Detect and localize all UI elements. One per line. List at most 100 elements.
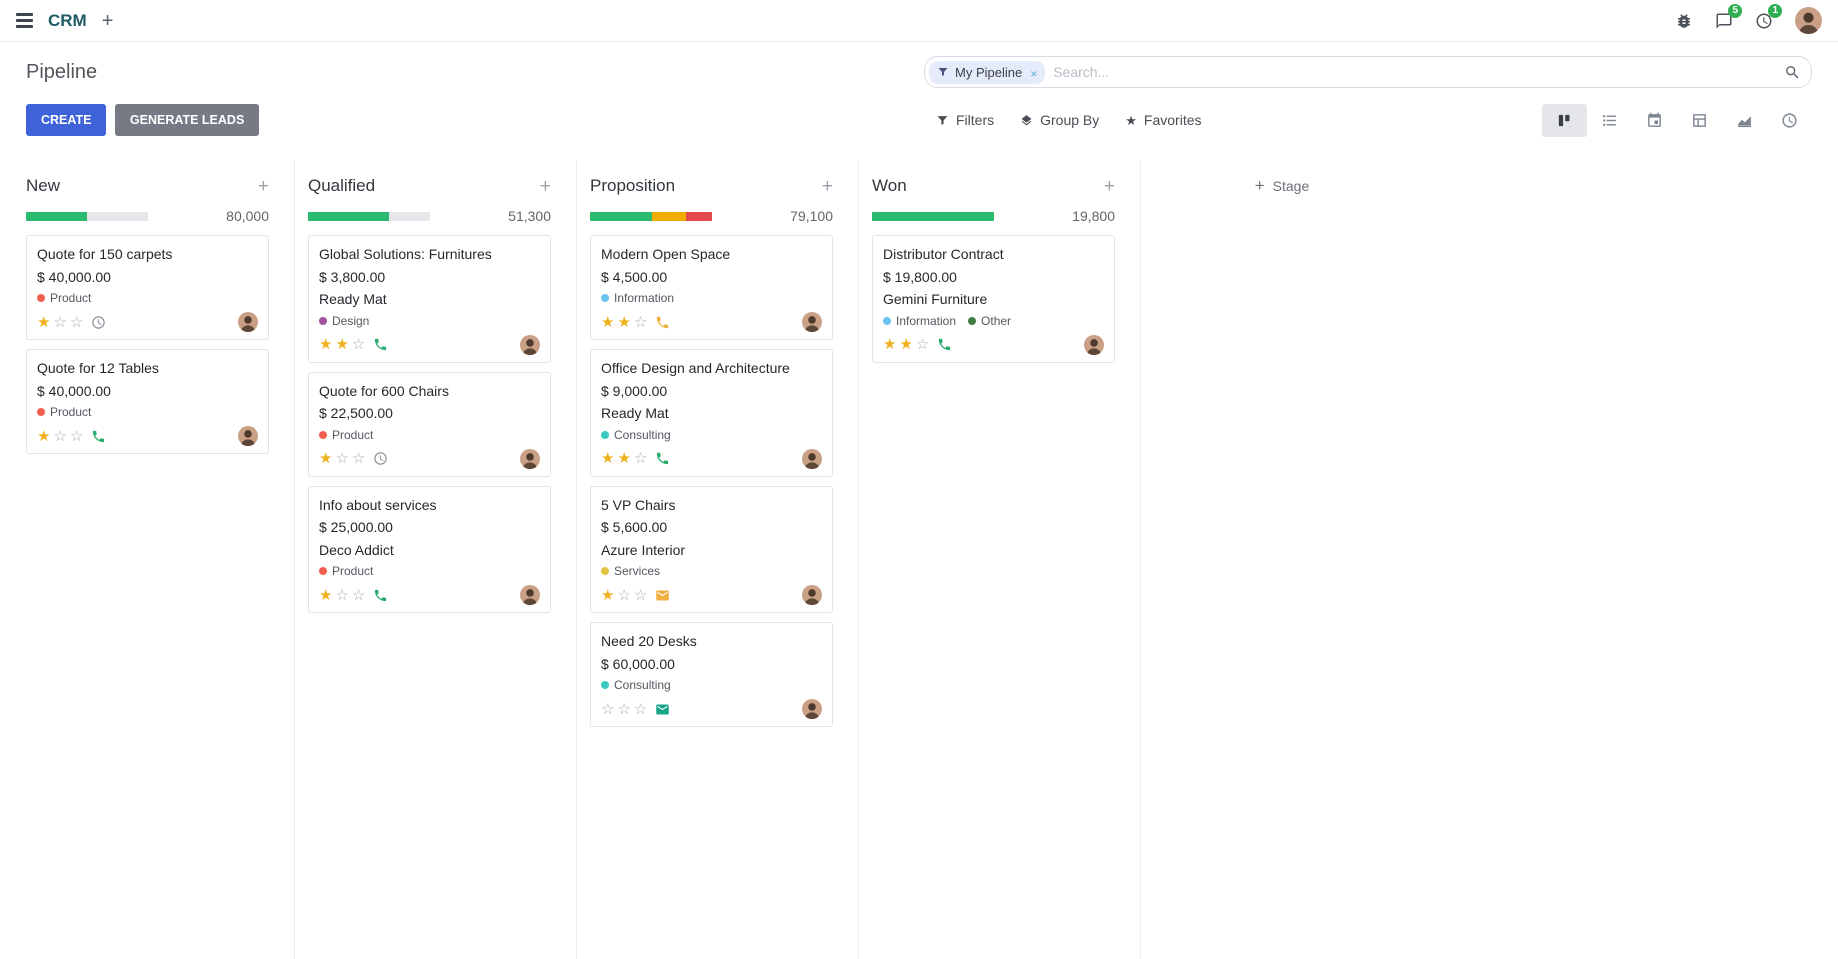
apps-menu-icon[interactable] <box>16 13 33 28</box>
priority-star-empty[interactable]: ☆ <box>633 586 648 604</box>
salesperson-avatar[interactable] <box>238 312 258 332</box>
progress-segment[interactable] <box>652 211 687 221</box>
priority-star-empty[interactable]: ☆ <box>915 336 930 353</box>
stage-progressbar[interactable] <box>308 211 430 221</box>
add-record-icon[interactable]: + <box>257 175 269 197</box>
salesperson-avatar[interactable] <box>802 585 822 605</box>
calendar-view-button[interactable] <box>1632 104 1677 137</box>
add-record-icon[interactable]: + <box>821 175 833 197</box>
priority-star-empty[interactable]: ☆ <box>633 700 648 718</box>
priority-star-empty[interactable]: ☆ <box>617 700 631 718</box>
priority-star-filled[interactable]: ★ <box>319 450 333 467</box>
opportunity-card[interactable]: Modern Open Space $ 4,500.00 Information… <box>590 235 833 340</box>
priority-star-empty[interactable]: ☆ <box>633 313 648 331</box>
salesperson-avatar[interactable] <box>802 448 822 469</box>
debug-bug-icon[interactable] <box>1675 12 1693 30</box>
salesperson-avatar[interactable] <box>520 334 540 355</box>
priority-star-empty[interactable]: ☆ <box>601 700 615 718</box>
salesperson-avatar[interactable] <box>802 312 822 332</box>
stage-name[interactable]: New <box>26 176 61 195</box>
messages-icon[interactable]: 5 <box>1715 3 1742 30</box>
stage-progressbar[interactable] <box>26 211 148 221</box>
filters-button[interactable]: Filters <box>936 112 994 128</box>
phone-activity-icon[interactable] <box>373 337 388 352</box>
stage-progressbar[interactable] <box>872 211 994 221</box>
mail-activity-icon[interactable] <box>655 588 670 603</box>
phone-activity-icon[interactable] <box>655 451 670 466</box>
favorites-button[interactable]: ★ Favorites <box>1125 112 1201 128</box>
opportunity-card[interactable]: Info about services $ 25,000.00 Deco Add… <box>308 485 551 613</box>
priority-star-empty[interactable]: ☆ <box>351 586 366 604</box>
generate-leads-button[interactable]: GENERATE LEADS <box>114 104 260 136</box>
quick-add-icon[interactable]: + <box>101 9 114 32</box>
activity-view-button[interactable] <box>1767 104 1812 137</box>
opportunity-card[interactable]: Office Design and Architecture $ 9,000.0… <box>590 349 833 477</box>
opportunity-card[interactable]: Quote for 150 carpets $ 40,000.00 Produc… <box>26 235 269 340</box>
stage-name[interactable]: Proposition <box>590 176 676 195</box>
priority-star-filled[interactable]: ★ <box>335 336 349 353</box>
search-bar[interactable]: My Pipeline × <box>924 56 1812 88</box>
priority-star-empty[interactable]: ☆ <box>69 427 84 445</box>
add-stage-button[interactable]: + Stage <box>1249 176 1316 195</box>
salesperson-avatar[interactable] <box>520 448 540 469</box>
stage-name[interactable]: Qualified <box>308 176 376 195</box>
priority-star-empty[interactable]: ☆ <box>351 336 366 353</box>
opportunity-card[interactable]: Distributor Contract $ 19,800.00 Gemini … <box>872 235 1115 363</box>
progress-segment[interactable] <box>686 211 712 221</box>
salesperson-avatar[interactable] <box>1084 334 1104 355</box>
stage-name[interactable]: Won <box>872 176 907 195</box>
search-icon[interactable] <box>1784 64 1801 81</box>
graph-view-button[interactable] <box>1722 104 1767 137</box>
priority-star-filled[interactable]: ★ <box>37 313 51 331</box>
priority-star-filled[interactable]: ★ <box>899 336 913 353</box>
clock-activity-icon[interactable] <box>91 315 106 330</box>
salesperson-avatar[interactable] <box>238 426 258 446</box>
app-name[interactable]: CRM <box>48 10 87 30</box>
priority-star-empty[interactable]: ☆ <box>633 450 648 467</box>
priority-star-filled[interactable]: ★ <box>883 336 897 353</box>
progress-segment[interactable] <box>26 211 87 221</box>
priority-star-filled[interactable]: ★ <box>601 586 615 604</box>
priority-star-filled[interactable]: ★ <box>601 450 615 467</box>
priority-star-empty[interactable]: ☆ <box>617 586 631 604</box>
facet-remove-icon[interactable]: × <box>1030 66 1038 81</box>
priority-star-empty[interactable]: ☆ <box>53 313 67 331</box>
salesperson-avatar[interactable] <box>520 585 540 605</box>
pivot-view-button[interactable] <box>1677 104 1722 137</box>
list-view-button[interactable] <box>1587 104 1632 137</box>
priority-star-filled[interactable]: ★ <box>617 450 631 467</box>
priority-star-empty[interactable]: ☆ <box>335 450 349 467</box>
opportunity-card[interactable]: Need 20 Desks $ 60,000.00 Consulting ☆ ☆ ☆ <box>590 622 833 727</box>
create-button[interactable]: CREATE <box>26 104 107 136</box>
search-input[interactable] <box>1045 64 1784 80</box>
priority-star-empty[interactable]: ☆ <box>53 427 67 445</box>
priority-star-filled[interactable]: ★ <box>37 427 51 445</box>
opportunity-card[interactable]: 5 VP Chairs $ 5,600.00 Azure Interior Se… <box>590 485 833 613</box>
priority-star-filled[interactable]: ★ <box>601 313 615 331</box>
priority-star-empty[interactable]: ☆ <box>335 586 349 604</box>
opportunity-card[interactable]: Global Solutions: Furnitures $ 3,800.00 … <box>308 235 551 363</box>
priority-star-filled[interactable]: ★ <box>319 586 333 604</box>
progress-segment[interactable] <box>308 211 389 221</box>
opportunity-card[interactable]: Quote for 600 Chairs $ 22,500.00 Product… <box>308 371 551 477</box>
priority-star-filled[interactable]: ★ <box>319 336 333 353</box>
add-record-icon[interactable]: + <box>1103 175 1115 197</box>
progress-segment[interactable] <box>872 211 994 221</box>
user-avatar[interactable] <box>1795 7 1822 34</box>
stage-progressbar[interactable] <box>590 211 712 221</box>
phone-activity-icon[interactable] <box>937 337 952 352</box>
add-record-icon[interactable]: + <box>539 175 551 197</box>
phone-activity-icon[interactable] <box>373 588 388 603</box>
priority-star-empty[interactable]: ☆ <box>69 313 84 331</box>
phone-activity-icon[interactable] <box>655 315 670 330</box>
group-by-button[interactable]: Group By <box>1020 112 1099 128</box>
activities-clock-icon[interactable]: 1 <box>1755 3 1782 30</box>
kanban-view-button[interactable] <box>1542 104 1587 137</box>
priority-star-filled[interactable]: ★ <box>617 313 631 331</box>
mail-activity-icon[interactable] <box>655 702 670 717</box>
phone-activity-icon[interactable] <box>91 429 106 444</box>
clock-activity-icon[interactable] <box>373 451 388 466</box>
priority-star-empty[interactable]: ☆ <box>351 450 366 467</box>
progress-segment[interactable] <box>590 211 653 221</box>
opportunity-card[interactable]: Quote for 12 Tables $ 40,000.00 Product … <box>26 349 269 454</box>
